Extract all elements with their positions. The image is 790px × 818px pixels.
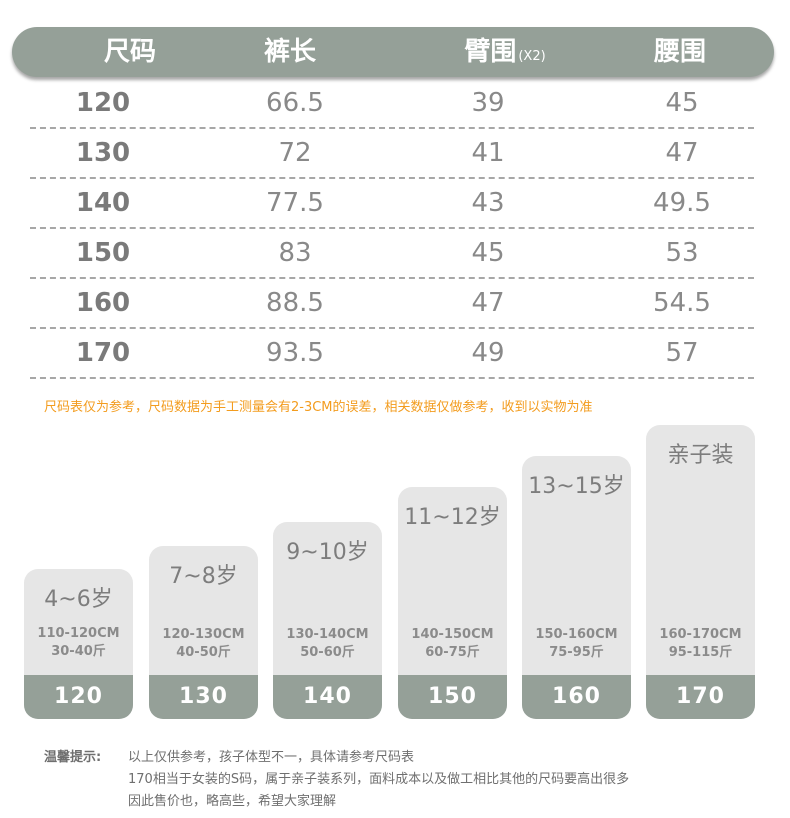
cell-size: 170 — [75, 338, 131, 368]
cell-size: 140 — [75, 188, 131, 218]
card-height: 150-160CM — [535, 627, 618, 642]
cell-arm: 49 — [471, 338, 505, 368]
card-weight: 50-60斤 — [300, 645, 355, 660]
cell-arm: 45 — [471, 238, 505, 268]
card-age: 7~8岁 — [169, 564, 238, 589]
card-age: 13~15岁 — [528, 474, 625, 499]
size-badge: 130 — [149, 675, 258, 719]
header-arm-label: 臂围 — [464, 37, 517, 67]
size-badge: 140 — [273, 675, 382, 719]
card-range: 160-170CM 95-115斤 — [646, 626, 755, 662]
table-row: 160 88.5 47 54.5 — [30, 277, 754, 329]
cell-pants-length: 83 — [278, 238, 312, 268]
cell-size: 160 — [75, 288, 131, 318]
cell-pants-length: 88.5 — [266, 288, 324, 318]
size-card: 亲子装 160-170CM 95-115斤 — [646, 425, 755, 719]
cell-pants-length: 66.5 — [266, 88, 324, 118]
card-weight: 40-50斤 — [176, 645, 231, 660]
header-arm-circumference: 臂围 (X2) — [430, 27, 580, 77]
card-weight: 30-40斤 — [51, 644, 106, 659]
header-pants-length: 裤长 — [263, 37, 316, 67]
card-height: 130-140CM — [286, 627, 369, 642]
tips-line: 因此售价也，略高些，希望大家理解 — [128, 794, 337, 809]
cell-arm: 47 — [471, 288, 505, 318]
cell-waist: 49.5 — [653, 188, 711, 218]
table-row: 170 93.5 49 57 — [30, 327, 754, 379]
size-badge: 160 — [522, 675, 631, 719]
card-height: 140-150CM — [411, 627, 494, 642]
size-badge: 150 — [398, 675, 507, 719]
cell-size: 120 — [75, 88, 131, 118]
size-badge: 120 — [24, 675, 133, 719]
cell-size: 150 — [75, 238, 131, 268]
cell-pants-length: 93.5 — [266, 338, 324, 368]
card-height: 160-170CM — [659, 627, 742, 642]
card-range: 110-120CM 30-40斤 — [24, 625, 133, 661]
card-height: 120-130CM — [162, 627, 245, 642]
card-weight: 60-75斤 — [425, 645, 480, 660]
tips-line: 以上仅供参考，孩子体型不一，具体请参考尺码表 — [128, 750, 415, 765]
header-size: 尺码 — [103, 37, 156, 67]
card-age: 9~10岁 — [286, 540, 369, 565]
table-header: 尺码 裤长 臂围 (X2) 腰围 — [12, 27, 774, 77]
cell-arm: 39 — [471, 88, 505, 118]
cell-pants-length: 72 — [278, 138, 312, 168]
size-badge: 170 — [646, 675, 755, 719]
table-row: 140 77.5 43 49.5 — [30, 177, 754, 229]
card-age: 亲子装 — [667, 443, 734, 468]
card-age: 11~12岁 — [404, 505, 501, 530]
cell-waist: 53 — [665, 238, 699, 268]
tips-title: 温馨提示: — [44, 750, 102, 765]
table-row: 130 72 41 47 — [30, 127, 754, 179]
card-weight: 95-115斤 — [668, 645, 733, 660]
cell-waist: 57 — [665, 338, 699, 368]
cell-arm: 43 — [471, 188, 505, 218]
disclaimer-note: 尺码表仅为参考，尺码数据为手工测量会有2-3CM的误差，相关数据仅做参考，收到以… — [44, 400, 593, 415]
card-range: 150-160CM 75-95斤 — [522, 626, 631, 662]
header-arm-suffix: (X2) — [518, 49, 546, 64]
tips-line: 170相当于女装的S码，属于亲子装系列，面料成本以及做工相比其他的尺码要高出很多 — [128, 772, 630, 787]
card-height: 110-120CM — [37, 626, 120, 641]
table-row: 120 66.5 39 45 — [30, 77, 754, 129]
cell-waist: 45 — [665, 88, 699, 118]
header-waist: 腰围 — [653, 37, 706, 67]
cell-waist: 47 — [665, 138, 699, 168]
cell-pants-length: 77.5 — [266, 188, 324, 218]
card-age: 4~6岁 — [44, 587, 113, 612]
card-range: 120-130CM 40-50斤 — [149, 626, 258, 662]
card-weight: 75-95斤 — [549, 645, 604, 660]
cell-waist: 54.5 — [653, 288, 711, 318]
cell-arm: 41 — [471, 138, 505, 168]
table-row: 150 83 45 53 — [30, 227, 754, 279]
card-range: 140-150CM 60-75斤 — [398, 626, 507, 662]
card-range: 130-140CM 50-60斤 — [273, 626, 382, 662]
cell-size: 130 — [75, 138, 131, 168]
